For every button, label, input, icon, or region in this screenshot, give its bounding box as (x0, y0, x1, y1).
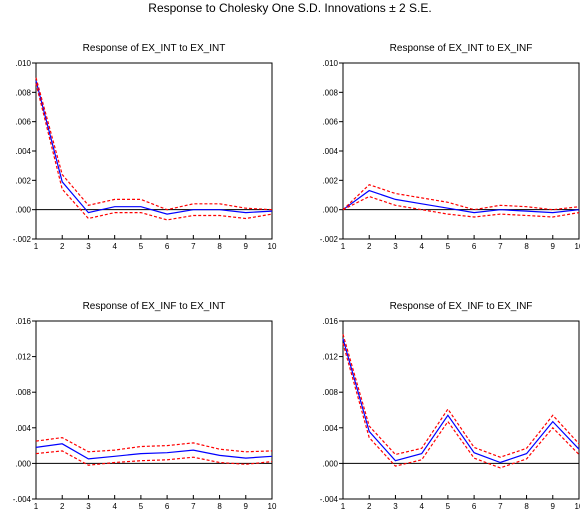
y-tick-label: .002 (322, 176, 338, 185)
lower-band-line (342, 343, 580, 469)
x-tick-label: 2 (367, 502, 372, 511)
x-tick-label: 6 (165, 242, 170, 251)
y-tick-label: .008 (15, 388, 31, 397)
y-tick-label: .000 (322, 206, 338, 215)
x-tick-label: 1 (34, 242, 39, 251)
y-tick-label: .000 (322, 459, 338, 468)
y-tick-label: .010 (15, 59, 31, 68)
x-tick-label: 10 (268, 502, 277, 511)
y-tick-label: .004 (322, 147, 338, 156)
y-tick-label: .002 (15, 176, 31, 185)
x-tick-label: 2 (60, 502, 65, 511)
x-tick-label: 3 (393, 502, 398, 511)
y-tick-label: .000 (15, 459, 31, 468)
x-tick-label: 5 (139, 242, 144, 251)
x-tick-label: 1 (34, 502, 39, 511)
y-tick-label: -.004 (320, 495, 339, 504)
x-tick-label: 8 (524, 502, 529, 511)
x-tick-label: 10 (575, 242, 580, 251)
x-tick-label: 5 (446, 502, 451, 511)
response-line (35, 443, 273, 460)
y-tick-label: .004 (322, 424, 338, 433)
response-line (342, 189, 580, 214)
x-tick-label: 7 (191, 502, 196, 511)
upper-band-line (35, 436, 273, 453)
plot-frame (35, 320, 273, 500)
x-tick-label: 3 (86, 502, 91, 511)
y-tick-label: .008 (322, 88, 338, 97)
y-tick-label: .006 (322, 118, 338, 127)
plot-frame (35, 62, 273, 240)
x-tick-label: 2 (60, 242, 65, 251)
x-tick-label: 7 (498, 502, 503, 511)
panel-title: Response of EX_INF to EX_INT (83, 301, 226, 312)
y-tick-label: .010 (322, 59, 338, 68)
x-tick-label: 4 (112, 502, 117, 511)
upper-band-line (35, 77, 273, 211)
x-tick-label: 7 (498, 242, 503, 251)
plot-frame (342, 320, 580, 500)
y-tick-label: .012 (322, 353, 338, 362)
x-tick-label: 1 (341, 242, 346, 251)
lower-band-line (35, 83, 273, 221)
x-tick-label: 9 (551, 502, 556, 511)
upper-band-line (342, 184, 580, 211)
figure-title: Response to Cholesky One S.D. Innovation… (148, 1, 431, 15)
x-tick-label: 8 (217, 502, 222, 511)
y-tick-label: -.004 (13, 495, 32, 504)
irf-panel-2: Response of EX_INT to EX_INF .010 .008 .006… (320, 43, 580, 251)
x-tick-label: 5 (139, 502, 144, 511)
x-tick-label: 4 (419, 502, 424, 511)
x-tick-label: 6 (472, 502, 477, 511)
y-tick-label: .008 (322, 388, 338, 397)
y-tick-label: .016 (322, 317, 338, 326)
x-tick-label: 9 (551, 242, 556, 251)
panel-title: Response of EX_INT to EX_INF (390, 43, 533, 54)
irf-panel-4: Response of EX_INF to EX_INF .016 .012 .008… (320, 301, 580, 511)
x-tick-label: 3 (86, 242, 91, 251)
response-line (342, 338, 580, 464)
x-tick-label: 4 (419, 242, 424, 251)
x-tick-label: 4 (112, 242, 117, 251)
y-tick-label: .008 (15, 88, 31, 97)
upper-band-line (342, 334, 580, 458)
y-tick-label: .006 (15, 118, 31, 127)
x-tick-label: 2 (367, 242, 372, 251)
x-tick-label: 8 (217, 242, 222, 251)
x-tick-label: 10 (575, 502, 580, 511)
y-tick-label: .012 (15, 353, 31, 362)
x-tick-label: 1 (341, 502, 346, 511)
panel-title: Response of EX_INT to EX_INT (83, 43, 226, 54)
x-tick-label: 6 (165, 502, 170, 511)
x-tick-label: 10 (268, 242, 277, 251)
y-tick-label: .004 (15, 147, 31, 156)
x-tick-label: 6 (472, 242, 477, 251)
lower-band-line (342, 195, 580, 218)
y-tick-label: .016 (15, 317, 31, 326)
x-tick-label: 9 (244, 502, 249, 511)
y-tick-label: -.002 (320, 235, 339, 244)
y-tick-label: .004 (15, 424, 31, 433)
y-tick-label: -.002 (13, 235, 32, 244)
panel-title: Response of EX_INF to EX_INF (390, 301, 533, 312)
x-tick-label: 7 (191, 242, 196, 251)
x-tick-label: 5 (446, 242, 451, 251)
lower-band-line (35, 450, 273, 466)
response-line (35, 80, 273, 215)
irf-panel-3: Response of EX_INF to EX_INT .016 .012 .008… (13, 301, 277, 511)
x-tick-label: 8 (524, 242, 529, 251)
y-tick-label: .000 (15, 206, 31, 215)
x-tick-label: 3 (393, 242, 398, 251)
x-tick-label: 9 (244, 242, 249, 251)
irf-panel-1: Response of EX_INT to EX_INT .010 .008 .006… (13, 43, 277, 251)
